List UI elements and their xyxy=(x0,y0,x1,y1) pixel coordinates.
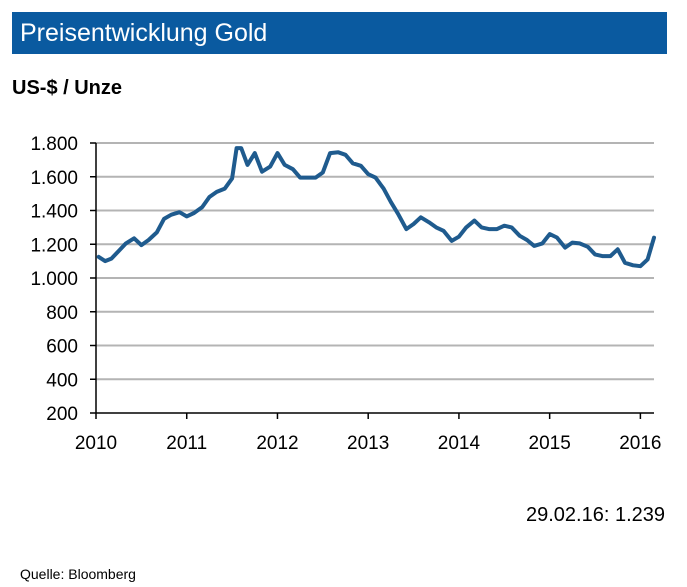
y-tick-labels: 200 400 600 800 1.000 1.200 1.400 1.600 1.800 xyxy=(30,134,78,425)
chart-title: Preisentwicklung Gold xyxy=(20,19,268,47)
source-note: Quelle: Bloomberg xyxy=(20,566,136,582)
y-tick-label: 1.400 xyxy=(30,202,78,223)
y-tick-label: 200 xyxy=(46,404,78,425)
y-tick-label: 600 xyxy=(46,337,78,358)
x-tick-labels: 2010 2011 2012 2013 2014 2015 2016 xyxy=(75,433,662,454)
x-tick-label: 2011 xyxy=(166,433,207,454)
axes xyxy=(90,142,654,419)
series-line-gold xyxy=(96,146,656,269)
y-axis-unit-label: US-$ / Unze xyxy=(12,77,123,99)
y-tick-label: 1.000 xyxy=(30,269,78,290)
x-tick-label: 2016 xyxy=(619,433,661,454)
y-tick-label: 1.600 xyxy=(30,168,78,189)
latest-price-annotation: 29.02.16: 1.239 xyxy=(525,504,665,526)
y-tick-label: 1.800 xyxy=(30,134,78,155)
y-tick-label: 800 xyxy=(46,303,78,324)
y-tick-label: 400 xyxy=(46,370,78,391)
x-tick-label: 2013 xyxy=(347,433,389,454)
x-tick-label: 2015 xyxy=(529,433,571,454)
x-tick-label: 2014 xyxy=(438,433,481,454)
title-bar: Preisentwicklung Gold xyxy=(12,12,667,54)
x-tick-label: 2010 xyxy=(75,433,117,454)
x-tick-label: 2012 xyxy=(256,433,298,454)
y-tick-label: 1.200 xyxy=(30,235,78,256)
